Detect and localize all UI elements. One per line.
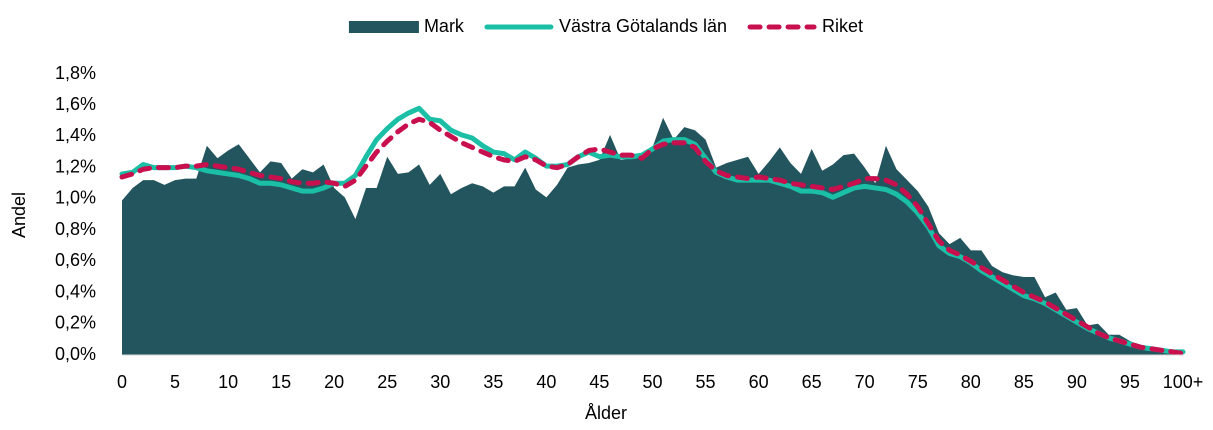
x-tick-label: 25 [377, 372, 397, 392]
legend-label: Riket [822, 16, 863, 36]
x-tick-label: 95 [1120, 372, 1140, 392]
y-tick-label: 1,4% [55, 125, 96, 145]
y-tick-label: 0,4% [55, 281, 96, 301]
x-tick-label: 75 [908, 372, 928, 392]
x-tick-label: 70 [855, 372, 875, 392]
area [122, 117, 1183, 355]
y-tick-label: 1,0% [55, 188, 96, 208]
x-tick-label: 55 [696, 372, 716, 392]
legend-swatch [348, 21, 419, 33]
x-tick-label: 45 [589, 372, 609, 392]
x-tick-label: 100+ [1163, 372, 1204, 392]
y-tick-label: 1,2% [55, 156, 96, 176]
x-tick-label: 40 [536, 372, 556, 392]
x-tick-label: 15 [271, 372, 291, 392]
x-tick-label: 80 [961, 372, 981, 392]
legend-label: Västra Götalands län [559, 16, 727, 36]
dashed-line [119, 116, 1186, 356]
y-tick-label: 1,8% [55, 63, 96, 83]
x-tick-label: 65 [802, 372, 822, 392]
x-tick-label: 50 [642, 372, 662, 392]
y-tick-label: 0,2% [55, 313, 96, 333]
x-tick-label: 5 [170, 372, 180, 392]
y-axis-label: Andel [9, 192, 29, 238]
y-tick-label: 0,0% [55, 344, 96, 364]
x-tick-label: 0 [117, 372, 127, 392]
x-tick-label: 90 [1067, 372, 1087, 392]
legend-label: Mark [424, 16, 465, 36]
line [119, 105, 1186, 355]
y-tick-label: 0,6% [55, 250, 96, 270]
x-tick-label: 30 [430, 372, 450, 392]
y-tick-label: 0,8% [55, 219, 96, 239]
y-tick-label: 1,6% [55, 94, 96, 114]
x-tick-label: 20 [324, 372, 344, 392]
x-axis-label: Ålder [585, 403, 627, 423]
x-tick-label: 10 [218, 372, 238, 392]
x-tick-label: 35 [483, 372, 503, 392]
x-tick-label: 85 [1014, 372, 1034, 392]
x-tick-label: 60 [749, 372, 769, 392]
